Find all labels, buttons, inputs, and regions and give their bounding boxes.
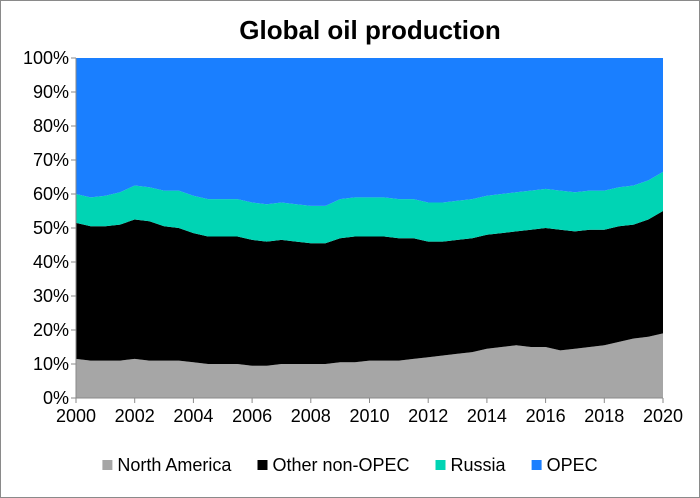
legend-label: North America <box>117 455 232 475</box>
x-tick-label: 2012 <box>408 406 448 426</box>
area-russia <box>76 171 663 244</box>
x-tick-label: 2016 <box>526 406 566 426</box>
y-tick-label: 30% <box>33 286 69 306</box>
y-tick-label: 100% <box>23 48 69 68</box>
x-tick-label: 2008 <box>291 406 331 426</box>
y-tick-label: 20% <box>33 320 69 340</box>
legend-label: Russia <box>451 455 507 475</box>
x-tick-label: 2018 <box>584 406 624 426</box>
y-tick-label: 50% <box>33 218 69 238</box>
area-opec <box>76 58 663 206</box>
x-tick-label: 2020 <box>643 406 683 426</box>
legend-swatch <box>435 460 446 470</box>
x-tick-label: 2004 <box>173 406 213 426</box>
x-axis-ticks: 2000 2002 2004 2006 2008 2010 2012 2014 2016 2018… <box>56 398 683 426</box>
y-tick-label: 0% <box>43 388 69 408</box>
legend-item-opec: OPEC <box>531 455 598 475</box>
y-tick-label: 70% <box>33 150 69 170</box>
y-tick-label: 80% <box>33 116 69 136</box>
x-tick-label: 2010 <box>349 406 389 426</box>
legend-swatch <box>257 460 268 470</box>
legend-label: Other non-OPEC <box>273 455 410 475</box>
y-tick-label: 10% <box>33 354 69 374</box>
legend-swatch <box>102 460 113 470</box>
x-tick-label: 2002 <box>115 406 155 426</box>
chart-title: Global oil production <box>239 15 500 45</box>
y-tick-label: 40% <box>33 252 69 272</box>
legend-label: OPEC <box>547 455 598 475</box>
y-tick-label: 60% <box>33 184 69 204</box>
area-north-america <box>76 333 663 398</box>
legend: North America Other non-OPEC Russia OPEC <box>102 455 598 475</box>
legend-swatch <box>531 460 542 470</box>
legend-item-russia: Russia <box>435 455 507 475</box>
y-axis-ticks: 0% 10% 20% 30% 40% 50% 60% 70% 80% 90% 100% <box>23 48 76 408</box>
area-other-non-opec <box>76 211 663 366</box>
legend-item-other-non-opec: Other non-OPEC <box>257 455 410 475</box>
x-tick-label: 2014 <box>467 406 507 426</box>
stacked-areas <box>76 58 663 398</box>
x-tick-label: 2006 <box>232 406 272 426</box>
legend-item-north-america: North America <box>102 455 232 475</box>
x-tick-label: 2000 <box>56 406 96 426</box>
y-tick-label: 90% <box>33 82 69 102</box>
